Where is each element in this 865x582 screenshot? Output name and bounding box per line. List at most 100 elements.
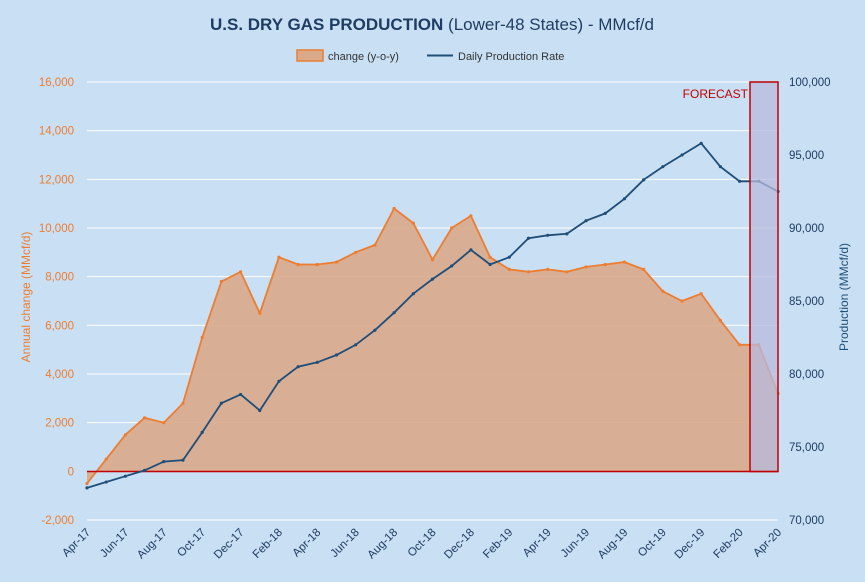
y-axis-right-tick-label: 100,000 [789,77,831,89]
legend: change (y-o-y) Daily Production Rate [296,49,564,63]
production-point [565,232,569,236]
production-point [258,408,262,413]
change-point [546,267,550,271]
production-point [546,233,550,237]
y-axis-right-tick-label: 90,000 [789,223,824,235]
change-point [296,262,300,267]
y-axis-left-tick-label: -2,000 [41,515,74,527]
production-point [181,458,185,462]
change-point [162,421,166,425]
y-axis-left-tick-label: 16,000 [39,77,74,89]
change-point [219,279,223,284]
production-point [123,474,127,478]
production-point [661,165,665,169]
production-point [219,401,223,405]
y-axis-left-tick-label: 6,000 [45,320,74,332]
y-axis-left-tick-label: 4,000 [45,369,74,381]
y-axis-right-tick-label: 70,000 [789,515,824,527]
production-point [85,486,89,490]
change-point [238,270,243,274]
production-point [315,360,319,364]
y-axis-left-tick-label: 0 [68,466,74,478]
y-axis-left-tick-label: 10,000 [39,223,74,235]
change-point [411,221,415,225]
change-point [603,262,607,267]
legend-label-change: change (y-o-y) [328,51,399,63]
production-point [526,236,531,240]
production-point [699,141,703,145]
chart-title-bold: U.S. DRY GAS PRODUCTION [210,15,443,34]
y-axis-left-title: Annual change (MMcf/d) [19,232,33,363]
production-point [642,178,646,182]
change-point [104,457,108,461]
change-point [661,289,665,293]
production-point [603,211,607,215]
production-point [680,153,684,157]
y-axis-left-tick-label: 8,000 [45,272,74,284]
legend-label-production: Daily Production Rate [458,51,564,63]
production-point [277,379,281,383]
change-point [738,343,742,347]
y-axis-left-tick-label: 2,000 [45,418,74,430]
change-point [123,433,127,437]
production-point [334,353,339,357]
y-axis-right-tick-label: 75,000 [789,442,824,454]
forecast-label: FORECAST [683,87,749,101]
production-point [738,179,742,183]
y-axis-right-tick-label: 95,000 [789,150,824,162]
change-point [334,260,339,264]
production-point [392,311,396,315]
production-point [718,165,723,169]
y-axis-right-tick-label: 80,000 [789,369,824,381]
production-point [142,468,147,472]
change-point [277,255,281,259]
change-point [622,260,627,264]
production-point [411,292,415,296]
change-point [142,416,147,420]
production-point [488,262,492,267]
change-point [392,206,396,211]
chart-title-rest: (Lower-48 States) - MMcf/d [443,15,654,34]
change-area-fill [87,208,778,484]
y-axis-left-tick-label: 12,000 [39,174,74,186]
series-change [85,206,780,486]
change-point [584,265,588,269]
change-point [430,258,435,262]
change-point [469,214,473,218]
y-axis-right-tick-label: 85,000 [789,296,824,308]
legend-swatch-change [296,49,324,62]
production-point [104,480,108,484]
change-point [450,226,454,230]
change-point [507,267,511,271]
change-point [488,255,492,259]
production-point [584,219,588,223]
change-point [181,401,185,405]
change-point [680,299,684,303]
change-point [258,311,262,315]
production-point [450,264,454,268]
change-point [315,262,319,267]
series-production [85,141,780,490]
y-axis-right-title: Production (MMcf/d) [837,243,851,351]
production-point [622,197,627,201]
change-point [526,270,531,274]
change-point [699,292,703,296]
production-point [430,277,435,281]
forecast-box [749,81,779,473]
change-point [200,335,204,340]
y-axis-left-ticks: -2,000 0 2,000 4,000 6,000 8,000 10,000 12,000 1… [39,77,74,527]
change-point [718,318,723,323]
production-point [238,392,243,397]
change-point [565,270,569,274]
production-point [354,343,358,347]
production-point [507,255,511,259]
change-point [354,250,358,254]
chart-title: U.S. DRY GAS PRODUCTION (Lower-48 States… [210,15,654,34]
production-point [373,328,377,332]
production-point [469,248,473,252]
change-point [85,481,89,486]
y-axis-right-ticks: 70,000 75,000 80,000 85,000 90,000 95,000 100,… [789,77,831,527]
y-axis-left-tick-label: 14,000 [39,126,74,138]
